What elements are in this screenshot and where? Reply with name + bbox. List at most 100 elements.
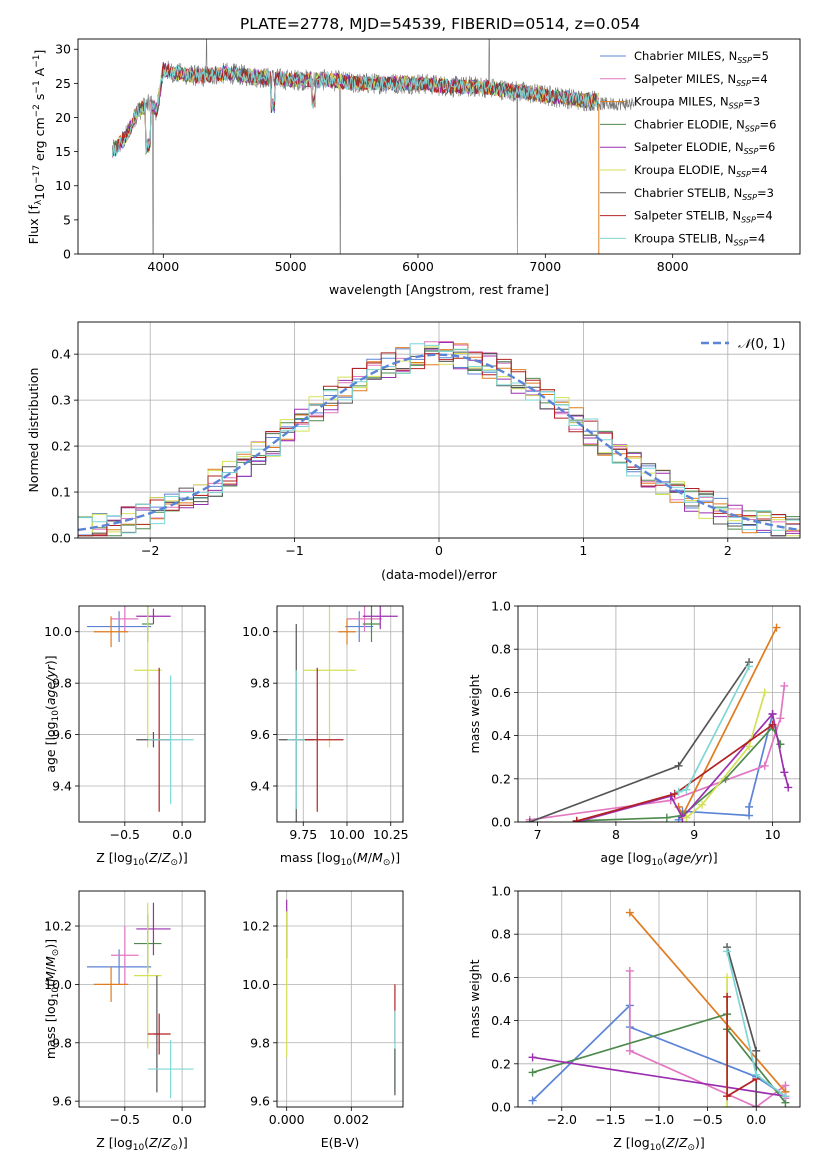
x-axis-label: Z [log10(Z/Z⊙)] [96,1135,188,1153]
x-tick-label: 0.000 [269,1112,305,1127]
axes-frame [78,890,206,1108]
x-tick-label: −2.0 [547,1112,577,1127]
residuals-panel: −2 −1 0 1 2 0.0 0.1 0.2 0.3 0.4 (data-model)/error… [26,321,801,582]
data-point-marker [682,813,691,822]
y-tick-label: 9.6 [250,727,270,742]
x-tick-label: 6000 [402,259,434,274]
spectrum-legend: Chabrier MILES, NSSP=5 Salpeter MILES, NS… [600,49,776,247]
y-axis-label: Flux [fλ10−17 erg cm−2 s−1 A−1] [26,50,47,245]
y-tick-label: 30 [55,42,71,57]
x-axis-label: mass [log10(M/M⊙)] [280,850,400,868]
x-tick-label: −1 [285,543,303,558]
x-tick-label: 7 [534,827,542,842]
x-tick-label: 0.002 [333,1112,369,1127]
data-point-marker [745,662,754,671]
histogram-plot-area [78,341,800,537]
normal-curve [78,353,800,532]
data-point-marker [528,1096,537,1105]
axes-frame [77,38,801,255]
data-point-marker [781,1092,790,1101]
x-tick-label: −1.5 [595,1112,625,1127]
y-tick-label: 0 [63,247,71,262]
y-tick-label: 25 [55,76,71,91]
y-axis-label: Normed distribution [26,368,41,493]
series-salpeter-stelib [572,720,777,822]
errorbar-kroupa-elodie [133,606,162,748]
legend-entry: Chabrier STELIB, NSSP=3 [634,186,774,202]
data-point-marker [752,1046,761,1055]
y-tick-label: 9.6 [250,1094,270,1109]
data-point-marker [698,800,707,809]
y-tick-label: 0.4 [491,1013,511,1028]
data-point-marker [745,811,754,820]
x-tick-label: −0.5 [110,827,140,842]
x-axis-label: (data-model)/error [381,567,498,582]
x-tick-label: 0 [435,543,443,558]
y-tick-label: 9.6 [52,1094,72,1109]
legend-entry: Chabrier MILES, NSSP=5 [634,49,769,65]
data-point-marker [625,966,634,975]
errorbar-plot-area [278,606,398,822]
data-point-marker [662,813,671,822]
data-point-marker [780,681,789,690]
legend-entry: Chabrier ELODIE, NSSP=6 [634,117,776,133]
x-tick-label: 9.75 [289,827,317,842]
axes-frame [517,890,801,1108]
x-tick-label: 9 [690,827,698,842]
x-tick-label: 2 [724,543,732,558]
data-point-marker [776,714,785,723]
x-tick-label: 7000 [529,259,561,274]
series-line [677,627,778,818]
legend-entry: 𝒩(0, 1) [738,337,785,352]
data-point-marker [752,1070,761,1079]
errorbar-salpeter-miles [347,606,382,632]
data-point-marker [525,818,534,822]
mass-weight-vs-metallicity-panel: −2.0 −1.5 −1.0 −0.5 0.0 0.0 0.2 0.4 0.6 0.8 1.0 Z [… [467,884,801,1153]
series-salpeter-stelib [723,992,761,1101]
errorbar-salpeter-elodie [136,608,171,624]
y-tick-label: 0.1 [51,485,71,500]
errorbar-chabrier-miles [87,611,152,642]
errorbar-salpeter-miles [111,606,139,632]
x-tick-label: 10 [765,827,781,842]
y-tick-label: 20 [55,110,71,125]
data-point-marker [723,1103,732,1107]
series-line [576,725,782,822]
x-tick-label: 0.0 [172,827,192,842]
series-chabrier-stelib [723,943,761,1107]
data-point-marker [772,623,781,632]
data-point-marker [780,768,789,777]
errorbar-salpeter-elodie [136,902,171,956]
x-tick-label: −1.0 [644,1112,674,1127]
axes-frame [517,605,801,823]
series-salpeter-miles [525,681,789,822]
y-tick-label: 1.0 [491,599,511,614]
axes-frame [276,890,404,1108]
data-point-marker [723,1092,732,1101]
x-axis-label: wavelength [Angstrom, rest frame] [329,282,549,297]
observed-spectrum [112,39,635,254]
errorbar-kroupa-stelib [287,670,305,810]
legend-entry: Salpeter STELIB, NSSP=4 [634,209,773,225]
y-tick-label: 10.2 [44,919,72,934]
y-tick-label: 10.0 [242,977,270,992]
spectrum-panel: 4000 5000 6000 7000 8000 0 5 10 15 20 25 30 waveleng… [26,38,801,297]
y-tick-label: 9.4 [52,779,72,794]
errorbar-kroupa-stelib [147,675,194,804]
y-axis-label: mass weight [467,674,482,753]
y-tick-label: 10 [55,178,71,193]
age-vs-mass-panel: 9.75 10.00 10.25 9.4 9.6 9.8 10.0 mass [log10(M… [242,605,409,868]
age-vs-metallicity-panel: −0.5 0.0 9.4 9.6 9.8 10.0 Z [log10(Z/Z⊙)] age [… [43,605,206,868]
data-point-marker [723,973,732,982]
x-axis-label: Z [log10(Z/Z⊙)] [96,850,188,868]
x-tick-label: 8000 [657,259,689,274]
legend-entry: Salpeter ELODIE, NSSP=6 [634,140,775,156]
series-kroupa-miles [674,623,781,820]
errorbar-salpeter-miles [111,926,139,985]
series-line [685,692,766,819]
series-line [532,1056,786,1098]
data-point-marker [674,761,683,770]
y-tick-label: 0.0 [491,1100,511,1115]
legend-entry: Kroupa MILES, NSSP=3 [634,95,760,111]
